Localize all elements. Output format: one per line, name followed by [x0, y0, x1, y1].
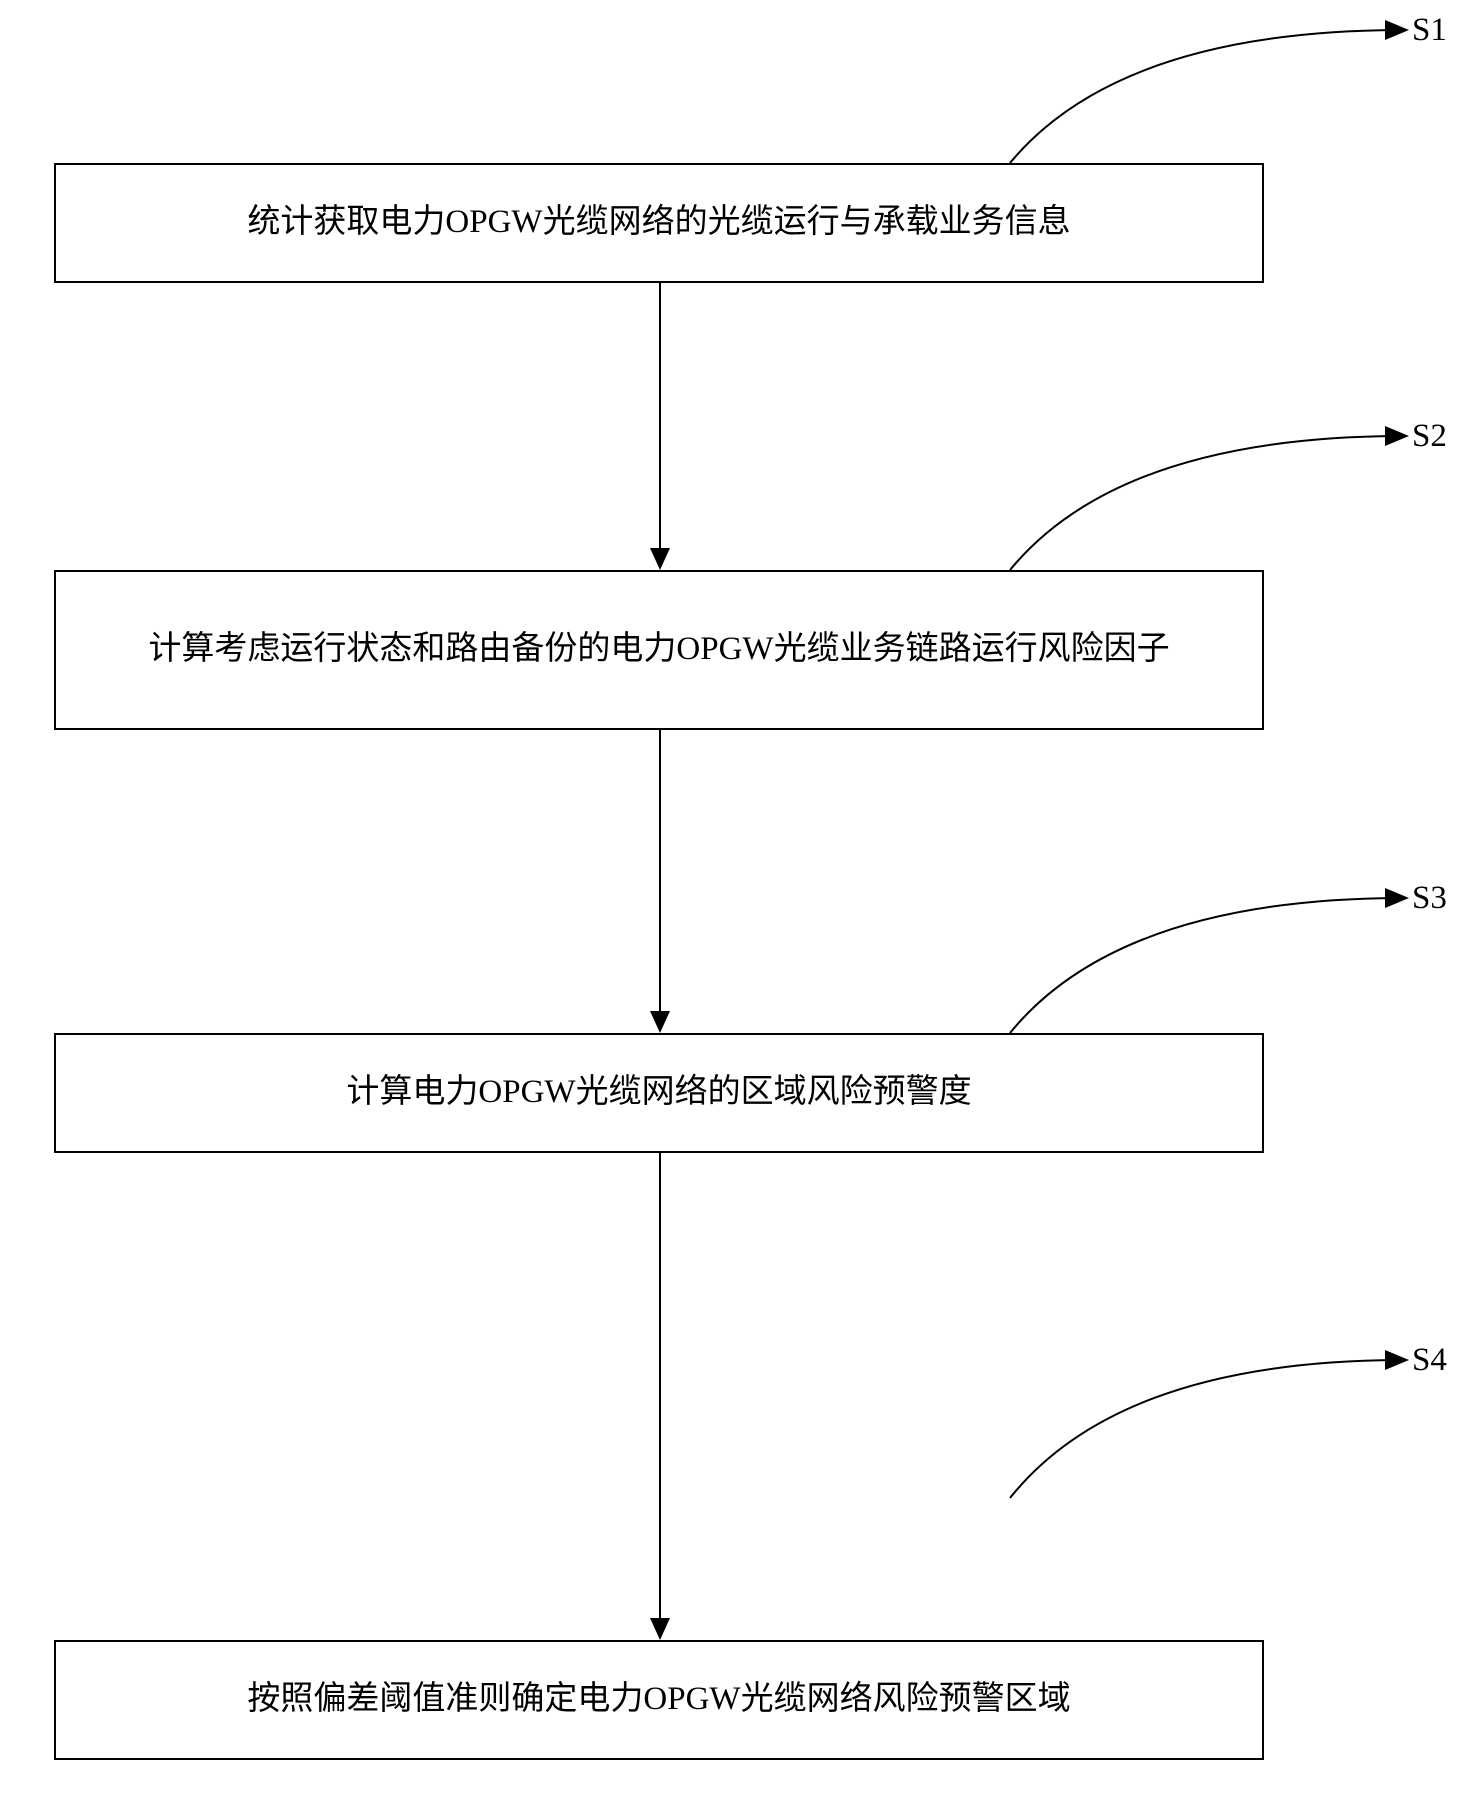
- callout-curve-s1: [0, 0, 1472, 1795]
